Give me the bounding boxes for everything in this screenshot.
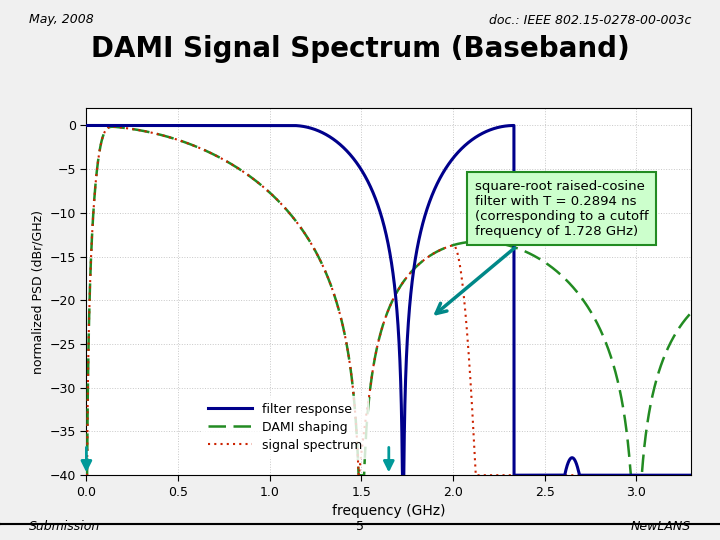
DAMI shaping [235, 166, 244, 172]
signal spectrum [235, 166, 244, 172]
DAMI shaping [372, 345, 381, 352]
Text: square-root raised-cosine
filter with T = 0.2894 ns
(corresponding to a cutoff
f: square-root raised-cosine filter with T … [436, 179, 649, 314]
Line: signal spectrum: signal spectrum [86, 127, 701, 475]
DAMI shaping [82, 472, 91, 478]
filter response [454, 150, 462, 156]
DAMI shaping [454, 241, 462, 247]
Text: NewLANS: NewLANS [631, 520, 691, 533]
Text: May, 2008: May, 2008 [29, 14, 94, 26]
Text: Submission: Submission [29, 520, 100, 533]
filter response [476, 131, 485, 138]
Text: DAMI Signal Spectrum (Baseband): DAMI Signal Spectrum (Baseband) [91, 35, 629, 63]
signal spectrum [657, 472, 665, 478]
Text: 5: 5 [356, 520, 364, 533]
DAMI shaping [108, 124, 117, 130]
filter response [522, 472, 531, 478]
filter response [235, 122, 244, 129]
filter response [657, 472, 665, 478]
Y-axis label: normalized PSD (dBr/GHz): normalized PSD (dBr/GHz) [31, 210, 44, 374]
Text: doc.: IEEE 802.15-0278-00-003c: doc.: IEEE 802.15-0278-00-003c [489, 14, 691, 26]
signal spectrum [454, 251, 462, 258]
DAMI shaping [657, 363, 665, 369]
X-axis label: frequency (GHz): frequency (GHz) [332, 504, 446, 518]
DAMI shaping [696, 301, 705, 307]
signal spectrum [372, 345, 381, 352]
Legend: filter response, DAMI shaping, signal spectrum: filter response, DAMI shaping, signal sp… [202, 396, 368, 458]
signal spectrum [696, 472, 705, 478]
Line: DAMI shaping: DAMI shaping [86, 127, 701, 475]
DAMI shaping [476, 238, 485, 245]
signal spectrum [82, 472, 91, 478]
filter response [398, 472, 407, 478]
signal spectrum [108, 124, 117, 130]
DAMI shaping [522, 248, 531, 255]
Line: filter response: filter response [86, 125, 701, 475]
filter response [82, 122, 91, 129]
signal spectrum [522, 472, 531, 478]
filter response [372, 199, 381, 205]
filter response [696, 472, 705, 478]
signal spectrum [476, 472, 485, 478]
